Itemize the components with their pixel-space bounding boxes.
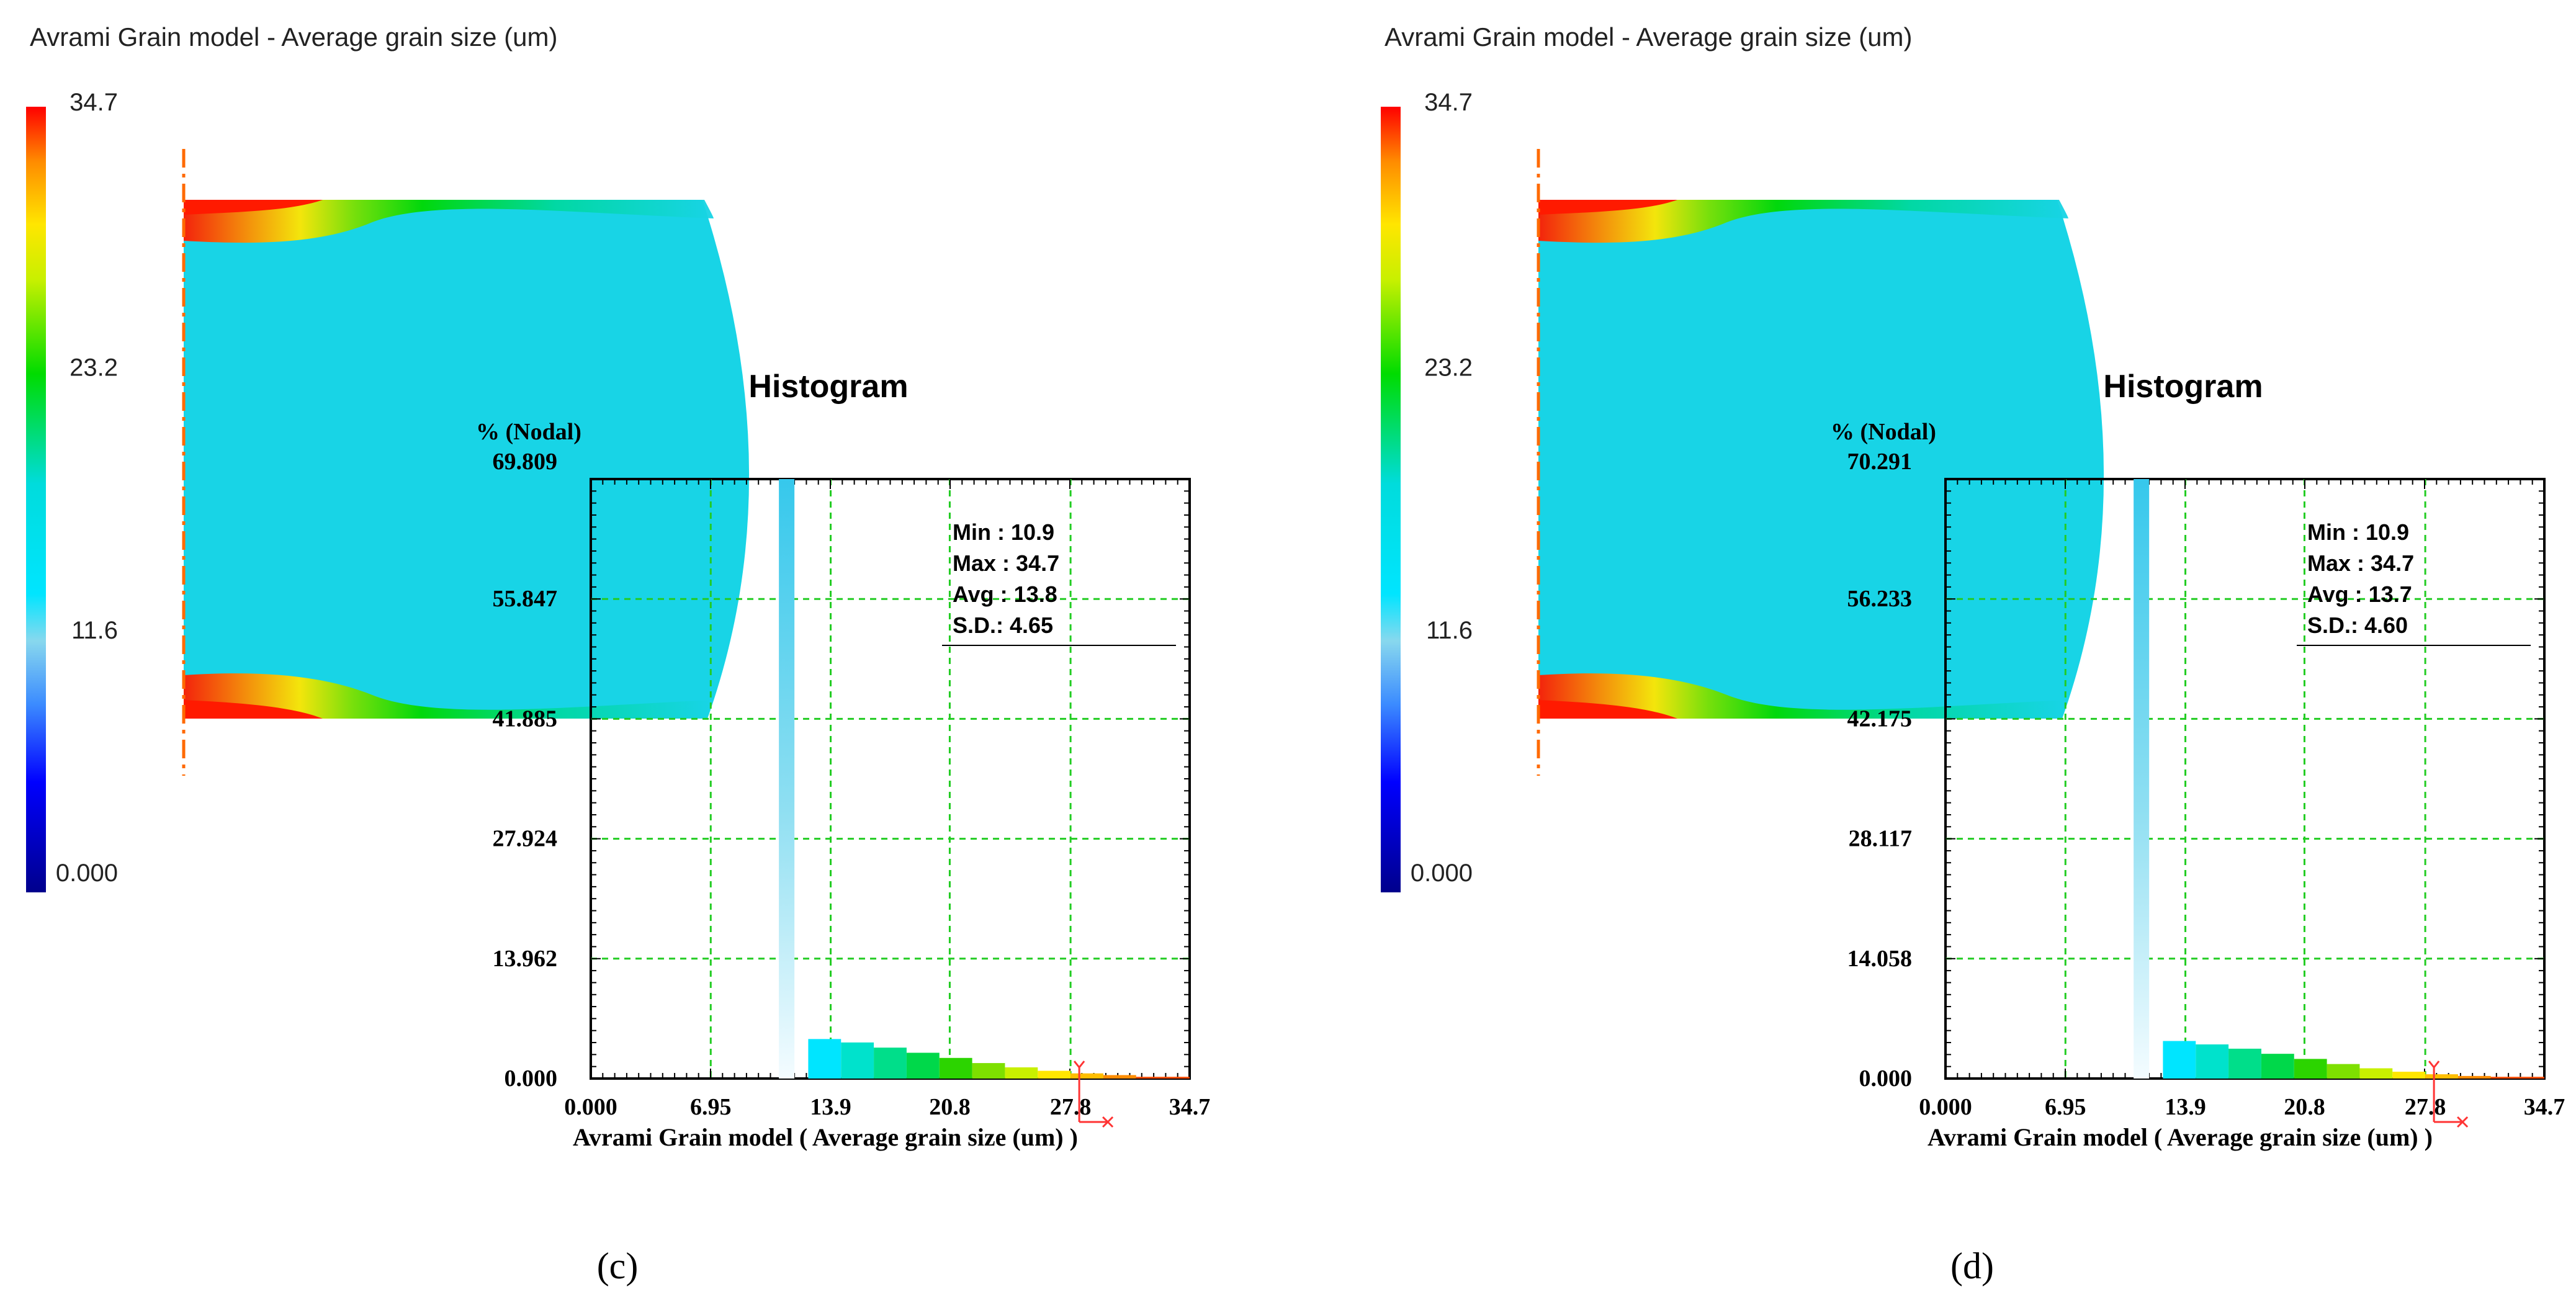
x-tick-label: 6.95 — [2045, 1094, 2086, 1120]
histogram-bar — [1038, 1070, 1071, 1079]
histogram-bar — [2163, 1041, 2196, 1079]
legend-tick: 23.2 — [70, 354, 118, 382]
y-tick-label: 69.809 — [493, 449, 558, 475]
histogram-bar — [2327, 1064, 2360, 1079]
stat-sd: S.D.: 4.65 — [953, 612, 1053, 638]
y-tick-label: 42.175 — [1847, 706, 1913, 732]
y-tick-label: 56.233 — [1847, 586, 1913, 612]
histogram-bar — [939, 1057, 972, 1079]
x-tick-label: 20.8 — [929, 1094, 971, 1120]
hot-band-bottom — [184, 673, 711, 719]
y-tick-label: 0.000 — [505, 1065, 558, 1092]
stat-max: Max : 34.7 — [953, 550, 1059, 576]
histogram-bar — [874, 1048, 907, 1079]
x-tick-label: 13.9 — [810, 1094, 851, 1120]
stat-min: Min : 10.9 — [2307, 519, 2409, 545]
y-axis-label: % (Nodal) — [476, 419, 581, 445]
histogram-bar — [2228, 1048, 2261, 1079]
hot-spot-top — [184, 200, 323, 215]
legend-tick: 0.000 — [56, 859, 118, 887]
histogram-title: Histogram — [2103, 369, 2263, 405]
histogram-bar — [1070, 1073, 1103, 1079]
hot-spot-bottom — [184, 700, 323, 719]
stat-avg: Avg : 13.8 — [953, 581, 1057, 607]
histogram-bar — [906, 1052, 940, 1079]
legend-tick: 34.7 — [1424, 89, 1473, 116]
legend-tick: 23.2 — [1424, 354, 1473, 382]
hot-band-top — [184, 200, 714, 243]
hot-band-top — [1538, 200, 2068, 243]
x-tick-label: 0.000 — [1919, 1094, 1972, 1120]
cursor-marker-icon[interactable] — [1073, 1061, 1114, 1128]
histogram-bar — [1136, 1077, 1190, 1079]
y-tick-label: 27.924 — [493, 826, 558, 852]
histogram-bar — [1103, 1075, 1136, 1079]
x-tick-label: 13.9 — [2165, 1094, 2206, 1120]
x-tick-label: 0.000 — [564, 1094, 617, 1120]
y-tick-label: 13.962 — [493, 946, 558, 972]
histogram-bar — [2261, 1054, 2294, 1079]
x-axis-label: Avrami Grain model ( Average grain size … — [573, 1123, 1078, 1151]
panel-d: Avrami Grain model - Average grain size … — [1381, 22, 2565, 1286]
histogram-bar — [2490, 1077, 2544, 1079]
histogram-bar — [2392, 1072, 2426, 1079]
histogram-bar — [841, 1042, 874, 1079]
hot-band-bottom — [1538, 673, 2066, 719]
panel-caption: (c) — [597, 1245, 639, 1286]
part-contour — [1538, 200, 2104, 719]
legend-tick: 11.6 — [71, 617, 118, 644]
y-tick-label: 28.117 — [1849, 826, 1912, 852]
x-tick-label: 6.95 — [690, 1094, 732, 1120]
x-tick-label: 20.8 — [2284, 1094, 2325, 1120]
histogram-title: Histogram — [748, 369, 908, 405]
x-axis-label: Avrami Grain model ( Average grain size … — [1928, 1123, 2433, 1151]
histogram-bar — [2425, 1074, 2458, 1079]
histogram-bar — [2359, 1068, 2393, 1079]
histogram-bar — [2294, 1059, 2327, 1079]
hot-spot-bottom — [1538, 700, 1677, 719]
histogram-bar — [779, 479, 795, 1079]
histogram-bar — [2196, 1044, 2229, 1079]
legend-tick: 0.000 — [1411, 859, 1473, 887]
histogram-bar — [1005, 1067, 1038, 1079]
cursor-marker-icon[interactable] — [2428, 1061, 2469, 1128]
legend-tick: 11.6 — [1426, 617, 1473, 644]
stat-min: Min : 10.9 — [953, 519, 1054, 545]
color-scale-bar — [26, 107, 46, 892]
stat-avg: Avg : 13.7 — [2307, 581, 2412, 607]
panel-caption: (d) — [1950, 1245, 1994, 1286]
y-tick-label: 55.847 — [493, 586, 558, 612]
histogram-bar — [2457, 1075, 2491, 1079]
window-title: Avrami Grain model - Average grain size … — [30, 22, 557, 52]
histogram-bar — [972, 1063, 1005, 1079]
y-tick-label: 14.058 — [1847, 946, 1913, 972]
y-tick-label: 41.885 — [493, 706, 558, 732]
panel-c: Avrami Grain model - Average grain size … — [26, 22, 1210, 1286]
x-tick-label: 34.7 — [1169, 1094, 1211, 1120]
color-scale-bar — [1381, 107, 1401, 892]
stat-sd: S.D.: 4.60 — [2307, 612, 2408, 638]
legend-tick: 34.7 — [70, 89, 118, 116]
y-tick-label: 70.291 — [1847, 449, 1913, 475]
x-tick-label: 34.7 — [2524, 1094, 2565, 1120]
part-contour — [184, 200, 750, 719]
histogram-bar — [2134, 479, 2150, 1079]
window-title: Avrami Grain model - Average grain size … — [1384, 22, 1912, 52]
histogram-bar — [808, 1039, 841, 1079]
hot-spot-top — [1538, 200, 1677, 215]
y-tick-label: 0.000 — [1859, 1065, 1913, 1092]
stat-max: Max : 34.7 — [2307, 550, 2414, 576]
y-axis-label: % (Nodal) — [1831, 419, 1936, 445]
x-tick-label: 27.8 — [2405, 1094, 2446, 1120]
x-tick-label: 27.8 — [1050, 1094, 1092, 1120]
